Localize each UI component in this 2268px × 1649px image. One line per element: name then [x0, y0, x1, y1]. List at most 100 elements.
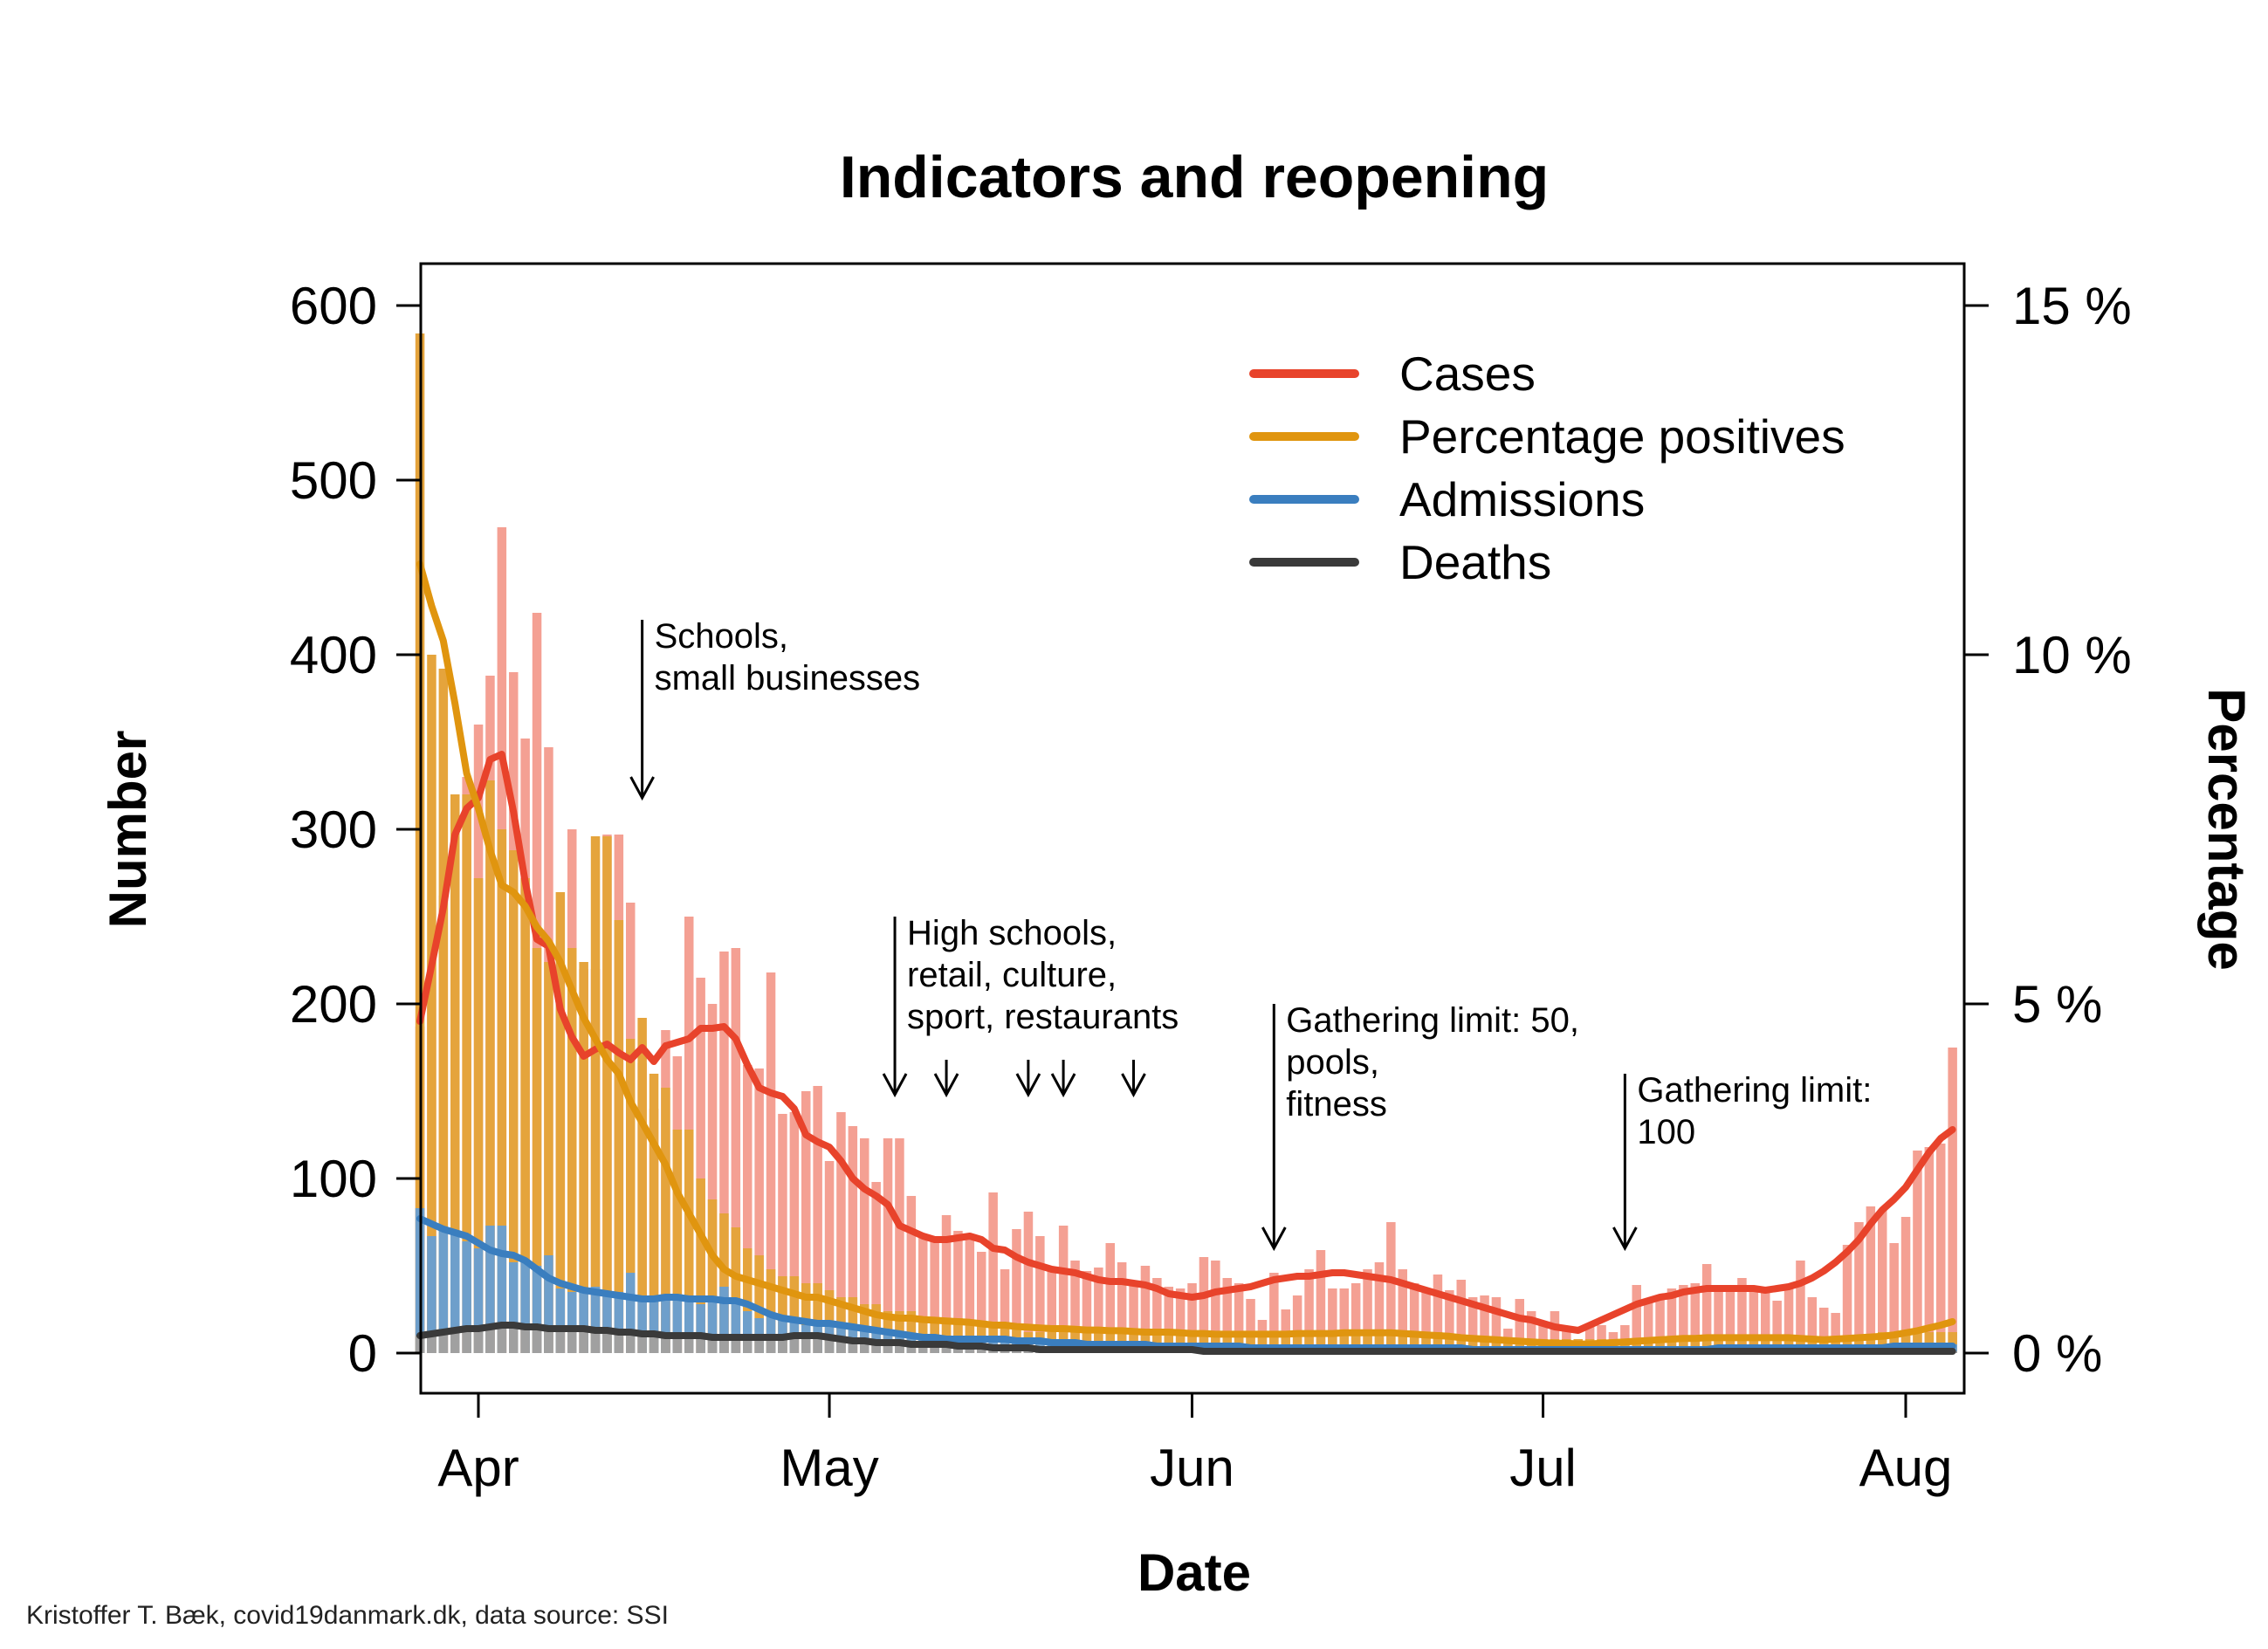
bar	[1690, 1283, 1700, 1353]
bar	[1538, 1322, 1548, 1353]
bar	[532, 1327, 542, 1353]
bar	[743, 1065, 753, 1353]
x-axis: Apr May Jun Jul Aug	[437, 1393, 1952, 1497]
bar	[930, 1241, 939, 1353]
series-line-percentage-positives	[416, 560, 1956, 1348]
bar	[1913, 1151, 1922, 1353]
bar	[1491, 1297, 1502, 1353]
bar	[520, 1262, 530, 1353]
bar	[1433, 1275, 1443, 1353]
bar	[555, 892, 566, 1353]
annotation-text: retail, culture,	[907, 956, 1117, 994]
annotation-arrowhead	[629, 776, 655, 801]
bar	[614, 1332, 624, 1353]
bar	[637, 1334, 647, 1353]
bar	[1398, 1269, 1407, 1353]
bar	[1632, 1285, 1641, 1353]
annotation-text: sport, restaurants	[907, 998, 1179, 1036]
bar	[1737, 1278, 1747, 1353]
bar	[1643, 1301, 1653, 1353]
bar	[1374, 1332, 1385, 1353]
bar	[1269, 1332, 1279, 1353]
bar	[848, 1126, 858, 1353]
bar	[1246, 1299, 1255, 1353]
bar	[590, 1287, 601, 1353]
bar	[1246, 1332, 1255, 1353]
bar	[1854, 1222, 1864, 1353]
bar	[1304, 1332, 1314, 1353]
bar	[637, 1018, 647, 1353]
bar	[1409, 1332, 1419, 1353]
bar	[1948, 1048, 1957, 1353]
bar	[895, 1138, 904, 1353]
bar	[1878, 1210, 1887, 1353]
bar	[1012, 1229, 1021, 1353]
bar	[1164, 1287, 1173, 1353]
bar	[1667, 1288, 1677, 1353]
bar	[1316, 1332, 1326, 1353]
bar	[813, 1283, 822, 1353]
bar	[1936, 1144, 1946, 1353]
annotation-arrowhead	[1050, 1073, 1076, 1098]
bar	[462, 794, 471, 1353]
y-tick-label: 400	[290, 626, 377, 684]
bar	[707, 1337, 718, 1353]
positives-bars	[415, 333, 1957, 1353]
bar	[1105, 1243, 1115, 1353]
bar	[1467, 1297, 1478, 1353]
annotation-arrowhead	[1261, 1226, 1287, 1252]
x-tick-label: Apr	[437, 1439, 519, 1497]
bar	[731, 1227, 741, 1353]
chart-title: Indicators and reopening	[840, 144, 1549, 210]
bar	[672, 1336, 683, 1353]
bar	[1199, 1257, 1209, 1353]
bar	[930, 1344, 939, 1353]
bar	[649, 1074, 659, 1353]
bar	[719, 1287, 729, 1353]
bar	[731, 1337, 741, 1353]
series-line-cases	[416, 751, 1956, 1334]
bar	[1421, 1292, 1431, 1353]
bar	[789, 1112, 800, 1353]
bar	[707, 1004, 718, 1353]
series-line-deaths	[416, 1322, 1956, 1355]
bar	[684, 1299, 694, 1353]
bar	[579, 962, 588, 1353]
bar	[1175, 1288, 1186, 1353]
bar	[977, 1252, 986, 1353]
bar	[1878, 1332, 1887, 1353]
y-tick-label: 100	[290, 1150, 377, 1208]
bar	[544, 1255, 553, 1353]
bar	[1000, 1269, 1010, 1353]
bar	[1701, 1264, 1712, 1353]
bar	[789, 1336, 800, 1353]
bar	[661, 1297, 670, 1353]
annotations: Schools,small businesses High schools, ret…	[629, 617, 1872, 1252]
bar	[918, 1234, 928, 1353]
bar	[672, 1301, 683, 1353]
bar	[427, 655, 436, 1353]
bar	[1783, 1288, 1794, 1353]
bar	[649, 1334, 659, 1353]
bar	[1725, 1292, 1735, 1353]
bar	[462, 1327, 471, 1353]
annotation-arrowhead	[1015, 1073, 1041, 1098]
bar	[1023, 1212, 1034, 1353]
bar	[883, 1138, 893, 1353]
bar	[1655, 1299, 1665, 1353]
bar	[590, 1330, 601, 1353]
bar	[579, 1329, 588, 1353]
bar	[661, 1336, 670, 1353]
bar	[1550, 1311, 1560, 1353]
bar	[1456, 1280, 1466, 1353]
bar	[1526, 1311, 1536, 1353]
bar	[567, 1329, 577, 1353]
bar	[602, 836, 612, 1353]
bar	[696, 1178, 705, 1353]
bar	[509, 1262, 519, 1353]
bar	[485, 1226, 495, 1353]
bar	[801, 1334, 811, 1353]
legend-label: Admissions	[1399, 472, 1645, 526]
bar	[731, 1301, 741, 1353]
legend-label: Deaths	[1399, 535, 1551, 589]
